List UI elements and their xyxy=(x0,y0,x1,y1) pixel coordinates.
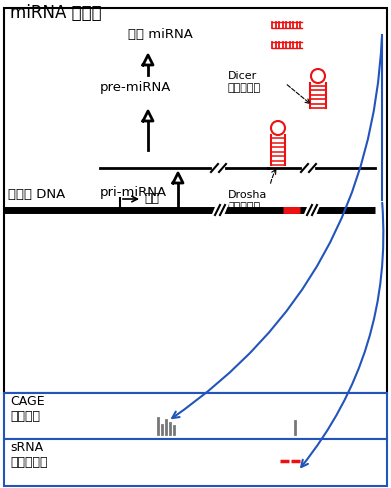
Text: Dicer
による切断: Dicer による切断 xyxy=(228,71,261,93)
Text: pre-miRNA: pre-miRNA xyxy=(100,81,171,94)
Text: miRNA の生成: miRNA の生成 xyxy=(10,4,102,22)
Text: 成熟 miRNA: 成熟 miRNA xyxy=(128,28,193,41)
Bar xyxy=(4,8,387,393)
Text: 転写: 転写 xyxy=(144,191,159,204)
Bar xyxy=(4,439,387,486)
Text: Drosha
による切断: Drosha による切断 xyxy=(228,190,267,212)
Text: CAGE
シグナル: CAGE シグナル xyxy=(10,395,45,423)
Text: pri-miRNA: pri-miRNA xyxy=(100,186,167,199)
Text: ゲノム DNA: ゲノム DNA xyxy=(8,187,65,201)
Text: sRNA
シーケンス: sRNA シーケンス xyxy=(10,441,47,469)
Bar xyxy=(4,393,387,439)
